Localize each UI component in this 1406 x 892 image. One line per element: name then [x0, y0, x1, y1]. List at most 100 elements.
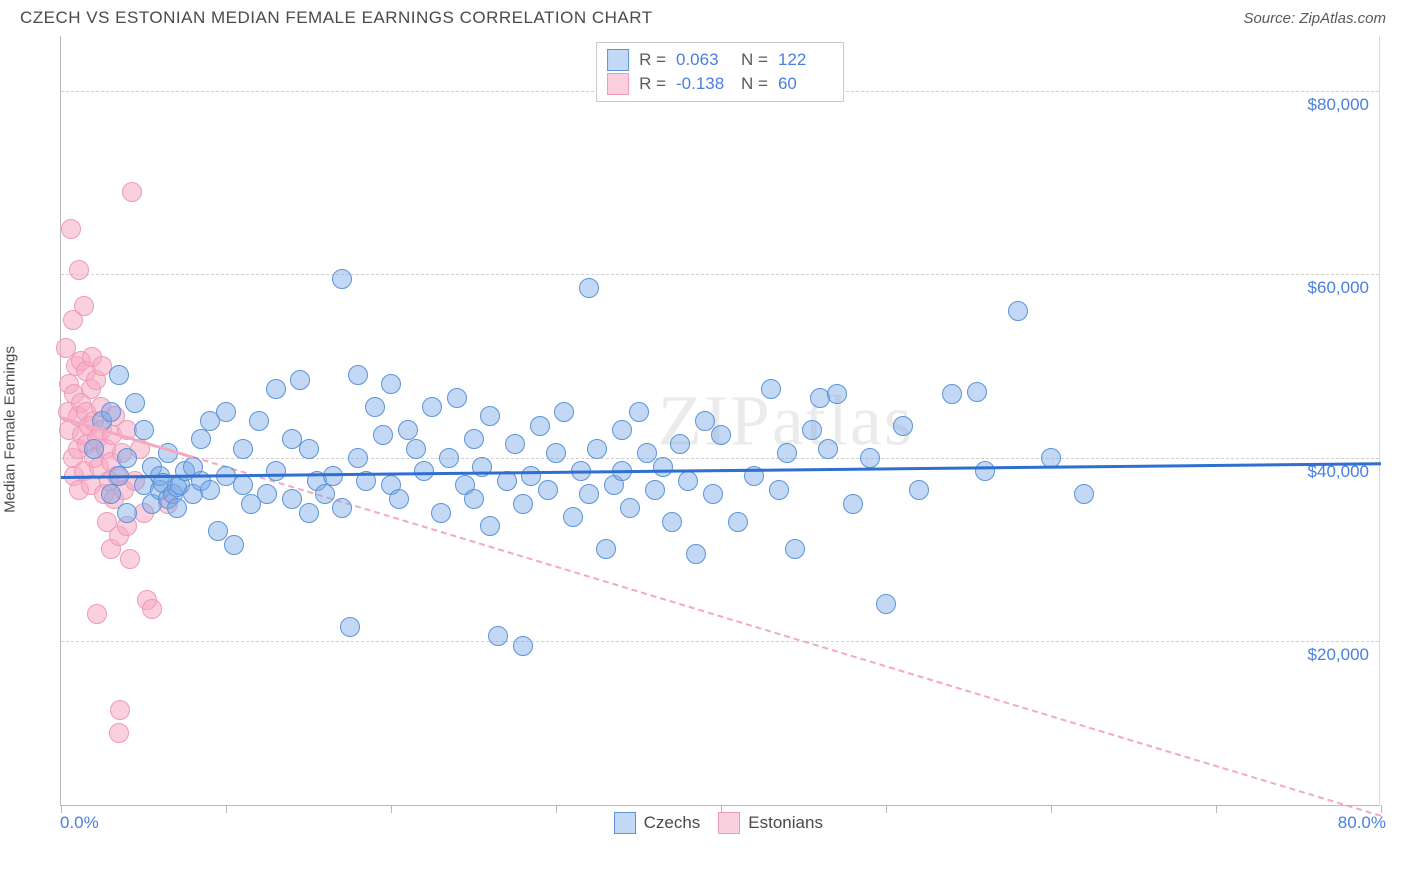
scatter-point — [876, 594, 896, 614]
scatter-point — [777, 443, 797, 463]
scatter-point — [637, 443, 657, 463]
scatter-point — [142, 599, 162, 619]
scatter-point — [122, 182, 142, 202]
x-axis-min-label: 0.0% — [60, 813, 99, 833]
scatter-point — [125, 393, 145, 413]
scatter-point — [620, 498, 640, 518]
scatter-point — [818, 439, 838, 459]
scatter-point — [61, 219, 81, 239]
scatter-point — [348, 365, 368, 385]
scatter-point — [406, 439, 426, 459]
scatter-point — [69, 260, 89, 280]
scatter-point — [200, 480, 220, 500]
scatter-point — [348, 448, 368, 468]
legend-label: Estonians — [748, 813, 823, 833]
scatter-point — [422, 397, 442, 417]
series-legend: Czechs Estonians — [614, 812, 823, 834]
chart-header: CZECH VS ESTONIAN MEDIAN FEMALE EARNINGS… — [0, 0, 1406, 32]
scatter-point — [389, 489, 409, 509]
scatter-point — [398, 420, 418, 440]
scatter-point — [110, 700, 130, 720]
scatter-point — [488, 626, 508, 646]
scatter-point — [117, 503, 137, 523]
scatter-point — [167, 498, 187, 518]
scatter-point — [74, 296, 94, 316]
scatter-point — [365, 397, 385, 417]
scatter-point — [711, 425, 731, 445]
scatter-point — [785, 539, 805, 559]
r-value: -0.138 — [676, 74, 731, 94]
trend-line-solid — [61, 462, 1381, 479]
y-axis-label: Median Female Earnings — [2, 346, 19, 513]
legend-label: Czechs — [644, 813, 701, 833]
scatter-point — [340, 617, 360, 637]
scatter-point — [843, 494, 863, 514]
chart-container: Median Female Earnings ZIPatlas R =0.063… — [20, 36, 1386, 806]
scatter-point — [1074, 484, 1094, 504]
y-tick-label: $20,000 — [1308, 645, 1369, 665]
x-tick-mark — [1051, 805, 1052, 813]
x-tick-mark — [556, 805, 557, 813]
scatter-point — [653, 457, 673, 477]
scatter-point — [513, 636, 533, 656]
scatter-point — [117, 448, 137, 468]
scatter-point — [728, 512, 748, 532]
scatter-point — [769, 480, 789, 500]
y-gridline — [61, 458, 1379, 459]
scatter-point — [381, 374, 401, 394]
scatter-point — [249, 411, 269, 431]
source-attribution: Source: ZipAtlas.com — [1243, 10, 1386, 27]
scatter-point — [596, 539, 616, 559]
scatter-point — [315, 484, 335, 504]
scatter-point — [893, 416, 913, 436]
scatter-point — [546, 443, 566, 463]
scatter-point — [678, 471, 698, 491]
scatter-point — [431, 503, 451, 523]
scatter-point — [290, 370, 310, 390]
scatter-point — [480, 406, 500, 426]
scatter-point — [299, 439, 319, 459]
scatter-point — [216, 402, 236, 422]
scatter-point — [224, 535, 244, 555]
scatter-point — [802, 420, 822, 440]
scatter-point — [513, 494, 533, 514]
n-label: N = — [741, 50, 768, 70]
scatter-point — [645, 480, 665, 500]
stats-row: R =0.063N =122 — [607, 49, 833, 71]
x-tick-mark — [226, 805, 227, 813]
legend-swatch — [718, 812, 740, 834]
scatter-point — [909, 480, 929, 500]
scatter-point — [975, 461, 995, 481]
scatter-plot-area: ZIPatlas R =0.063N =122R =-0.138N =60 $2… — [60, 36, 1380, 806]
n-value: 122 — [778, 50, 833, 70]
scatter-point — [120, 549, 140, 569]
scatter-point — [332, 498, 352, 518]
scatter-point — [686, 544, 706, 564]
y-tick-label: $60,000 — [1308, 278, 1369, 298]
y-gridline — [61, 641, 1379, 642]
x-tick-mark — [721, 805, 722, 813]
x-tick-mark — [61, 805, 62, 813]
n-label: N = — [741, 74, 768, 94]
scatter-point — [282, 489, 302, 509]
y-gridline — [61, 274, 1379, 275]
scatter-point — [109, 365, 129, 385]
scatter-point — [208, 521, 228, 541]
scatter-point — [233, 439, 253, 459]
scatter-point — [695, 411, 715, 431]
series-swatch — [607, 49, 629, 71]
scatter-point — [967, 382, 987, 402]
y-tick-label: $80,000 — [1308, 95, 1369, 115]
scatter-point — [480, 516, 500, 536]
scatter-point — [579, 484, 599, 504]
scatter-point — [670, 434, 690, 454]
scatter-point — [101, 484, 121, 504]
scatter-point — [629, 402, 649, 422]
stats-row: R =-0.138N =60 — [607, 73, 833, 95]
scatter-point — [587, 439, 607, 459]
scatter-point — [447, 388, 467, 408]
scatter-point — [464, 429, 484, 449]
scatter-point — [521, 466, 541, 486]
correlation-stats-box: R =0.063N =122R =-0.138N =60 — [596, 42, 844, 102]
r-label: R = — [639, 50, 666, 70]
